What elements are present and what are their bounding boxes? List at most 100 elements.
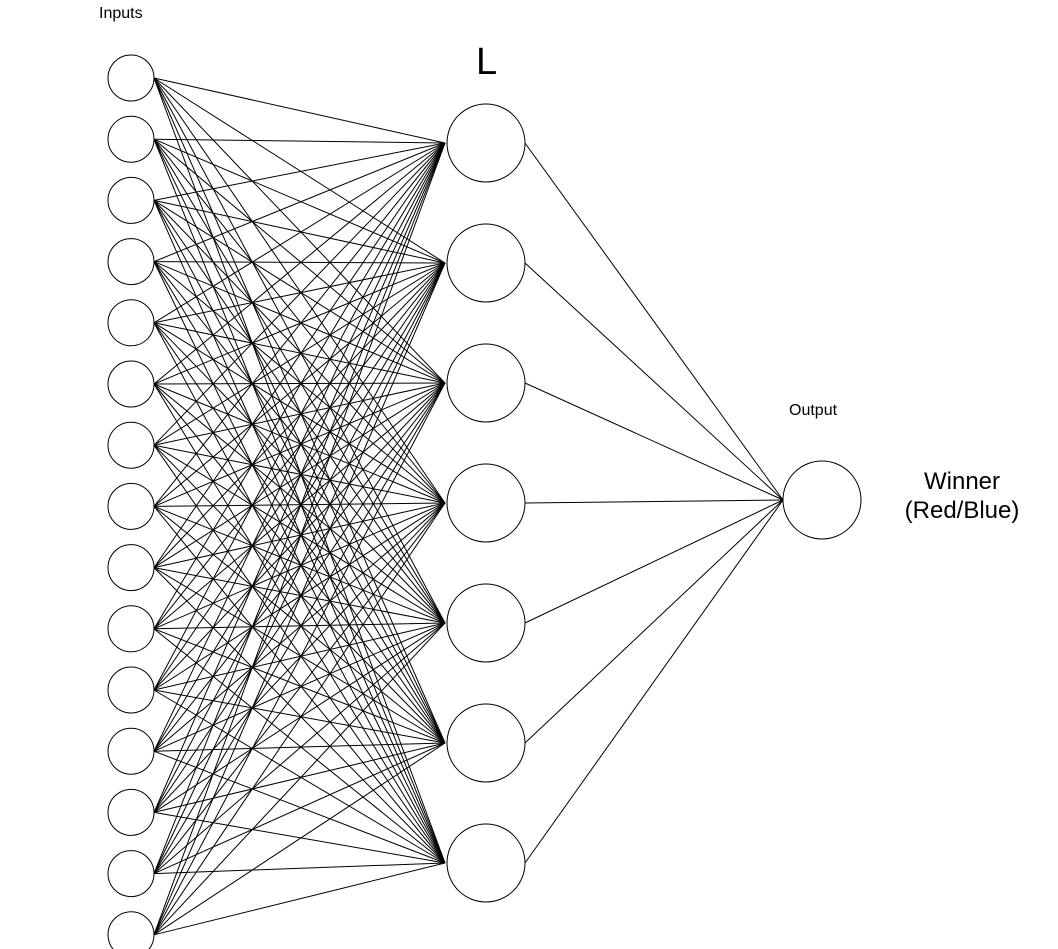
input-hidden-connection xyxy=(153,200,446,744)
input-hidden-connection xyxy=(153,77,446,144)
input-hidden-connection xyxy=(153,322,446,504)
input-hidden-connection xyxy=(153,142,446,324)
input-hidden-connection xyxy=(153,444,446,504)
input-hidden-connection xyxy=(153,262,446,446)
input-hidden-connection xyxy=(153,567,446,744)
input-hidden-connection xyxy=(153,322,446,384)
input-hidden-connection xyxy=(153,862,446,936)
input-hidden-connection xyxy=(153,689,446,864)
input-hidden-connection xyxy=(153,142,446,813)
input-hidden-connection xyxy=(153,383,446,624)
input-node xyxy=(107,238,155,286)
input-hidden-connection xyxy=(153,200,446,624)
input-hidden-connection xyxy=(153,261,446,504)
input-hidden-connection xyxy=(153,742,446,813)
input-hidden-connection xyxy=(153,262,446,507)
input-hidden-connection xyxy=(153,444,446,864)
input-hidden-connection xyxy=(153,622,446,936)
input-node xyxy=(107,421,155,469)
input-hidden-connection xyxy=(153,567,446,864)
input-hidden-connection xyxy=(153,502,446,752)
input-hidden-connection xyxy=(153,622,446,752)
output-node xyxy=(782,460,862,540)
input-node xyxy=(107,911,155,949)
input-hidden-connection xyxy=(153,382,446,385)
input-hidden-connection xyxy=(153,622,446,691)
hidden-output-connection xyxy=(524,499,784,504)
input-node xyxy=(107,54,155,102)
input-hidden-connection xyxy=(153,382,446,874)
input-hidden-connection xyxy=(153,262,446,568)
hidden-node xyxy=(446,463,526,543)
input-hidden-connection xyxy=(153,622,446,630)
input-hidden-connection xyxy=(153,142,446,385)
input-hidden-connection xyxy=(153,382,446,752)
input-hidden-connection xyxy=(153,322,446,744)
input-hidden-connection xyxy=(153,502,446,874)
input-hidden-connection xyxy=(153,138,446,144)
input-hidden-connection xyxy=(153,142,446,263)
input-hidden-connection xyxy=(153,742,446,936)
input-hidden-connection xyxy=(153,77,446,504)
hidden-layer-label: L xyxy=(476,41,498,83)
input-hidden-connection xyxy=(153,502,446,630)
input-hidden-connection xyxy=(153,382,446,446)
input-hidden-connection xyxy=(153,862,446,875)
input-hidden-connection xyxy=(153,506,446,864)
input-hidden-connection xyxy=(153,199,446,264)
nodes-layer xyxy=(107,54,862,949)
input-hidden-connection xyxy=(153,382,446,569)
input-node xyxy=(107,360,155,408)
input-node xyxy=(107,176,155,224)
input-hidden-connection xyxy=(153,742,446,752)
connections-layer xyxy=(153,77,784,936)
input-node xyxy=(107,605,155,653)
input-hidden-connection xyxy=(153,502,446,813)
input-hidden-connection xyxy=(153,506,446,744)
input-hidden-connection xyxy=(153,322,446,624)
input-hidden-connection xyxy=(153,502,446,691)
input-hidden-connection xyxy=(153,142,446,446)
input-hidden-connection xyxy=(153,382,446,630)
input-hidden-connection xyxy=(153,622,446,874)
input-hidden-connection xyxy=(153,622,446,813)
hidden-output-connection xyxy=(524,499,784,864)
input-hidden-connection xyxy=(153,262,446,385)
input-hidden-connection xyxy=(153,261,446,624)
hidden-node xyxy=(446,583,526,663)
input-hidden-connection xyxy=(153,142,446,752)
input-hidden-connection xyxy=(153,261,446,384)
input-hidden-connection xyxy=(153,142,446,568)
input-hidden-connection xyxy=(153,750,446,864)
hidden-node xyxy=(446,703,526,783)
input-node xyxy=(107,482,155,530)
input-node xyxy=(107,666,155,714)
input-hidden-connection xyxy=(153,138,446,384)
input-hidden-connection xyxy=(153,628,446,744)
input-hidden-connection xyxy=(153,382,446,936)
input-hidden-connection xyxy=(153,382,446,507)
input-hidden-connection xyxy=(153,262,446,630)
input-hidden-connection xyxy=(153,142,446,201)
input-hidden-connection xyxy=(153,138,446,504)
input-hidden-connection xyxy=(153,77,446,624)
input-hidden-connection xyxy=(153,200,446,504)
input-hidden-connection xyxy=(153,77,446,384)
input-hidden-connection xyxy=(153,689,446,744)
inputs-layer-label: Inputs xyxy=(99,5,143,22)
input-hidden-connection xyxy=(153,261,446,744)
input-hidden-connection xyxy=(153,811,446,864)
input-node xyxy=(107,299,155,347)
hidden-output-connection xyxy=(524,499,784,624)
input-hidden-connection xyxy=(153,383,446,864)
input-hidden-connection xyxy=(153,262,446,324)
input-hidden-connection xyxy=(153,142,446,935)
input-hidden-connection xyxy=(153,383,446,504)
hidden-output-connection xyxy=(524,499,784,744)
input-node xyxy=(107,115,155,163)
input-hidden-connection xyxy=(153,142,446,507)
output-layer-label: Output xyxy=(789,402,838,419)
input-hidden-connection xyxy=(153,444,446,744)
input-hidden-connection xyxy=(153,444,446,624)
